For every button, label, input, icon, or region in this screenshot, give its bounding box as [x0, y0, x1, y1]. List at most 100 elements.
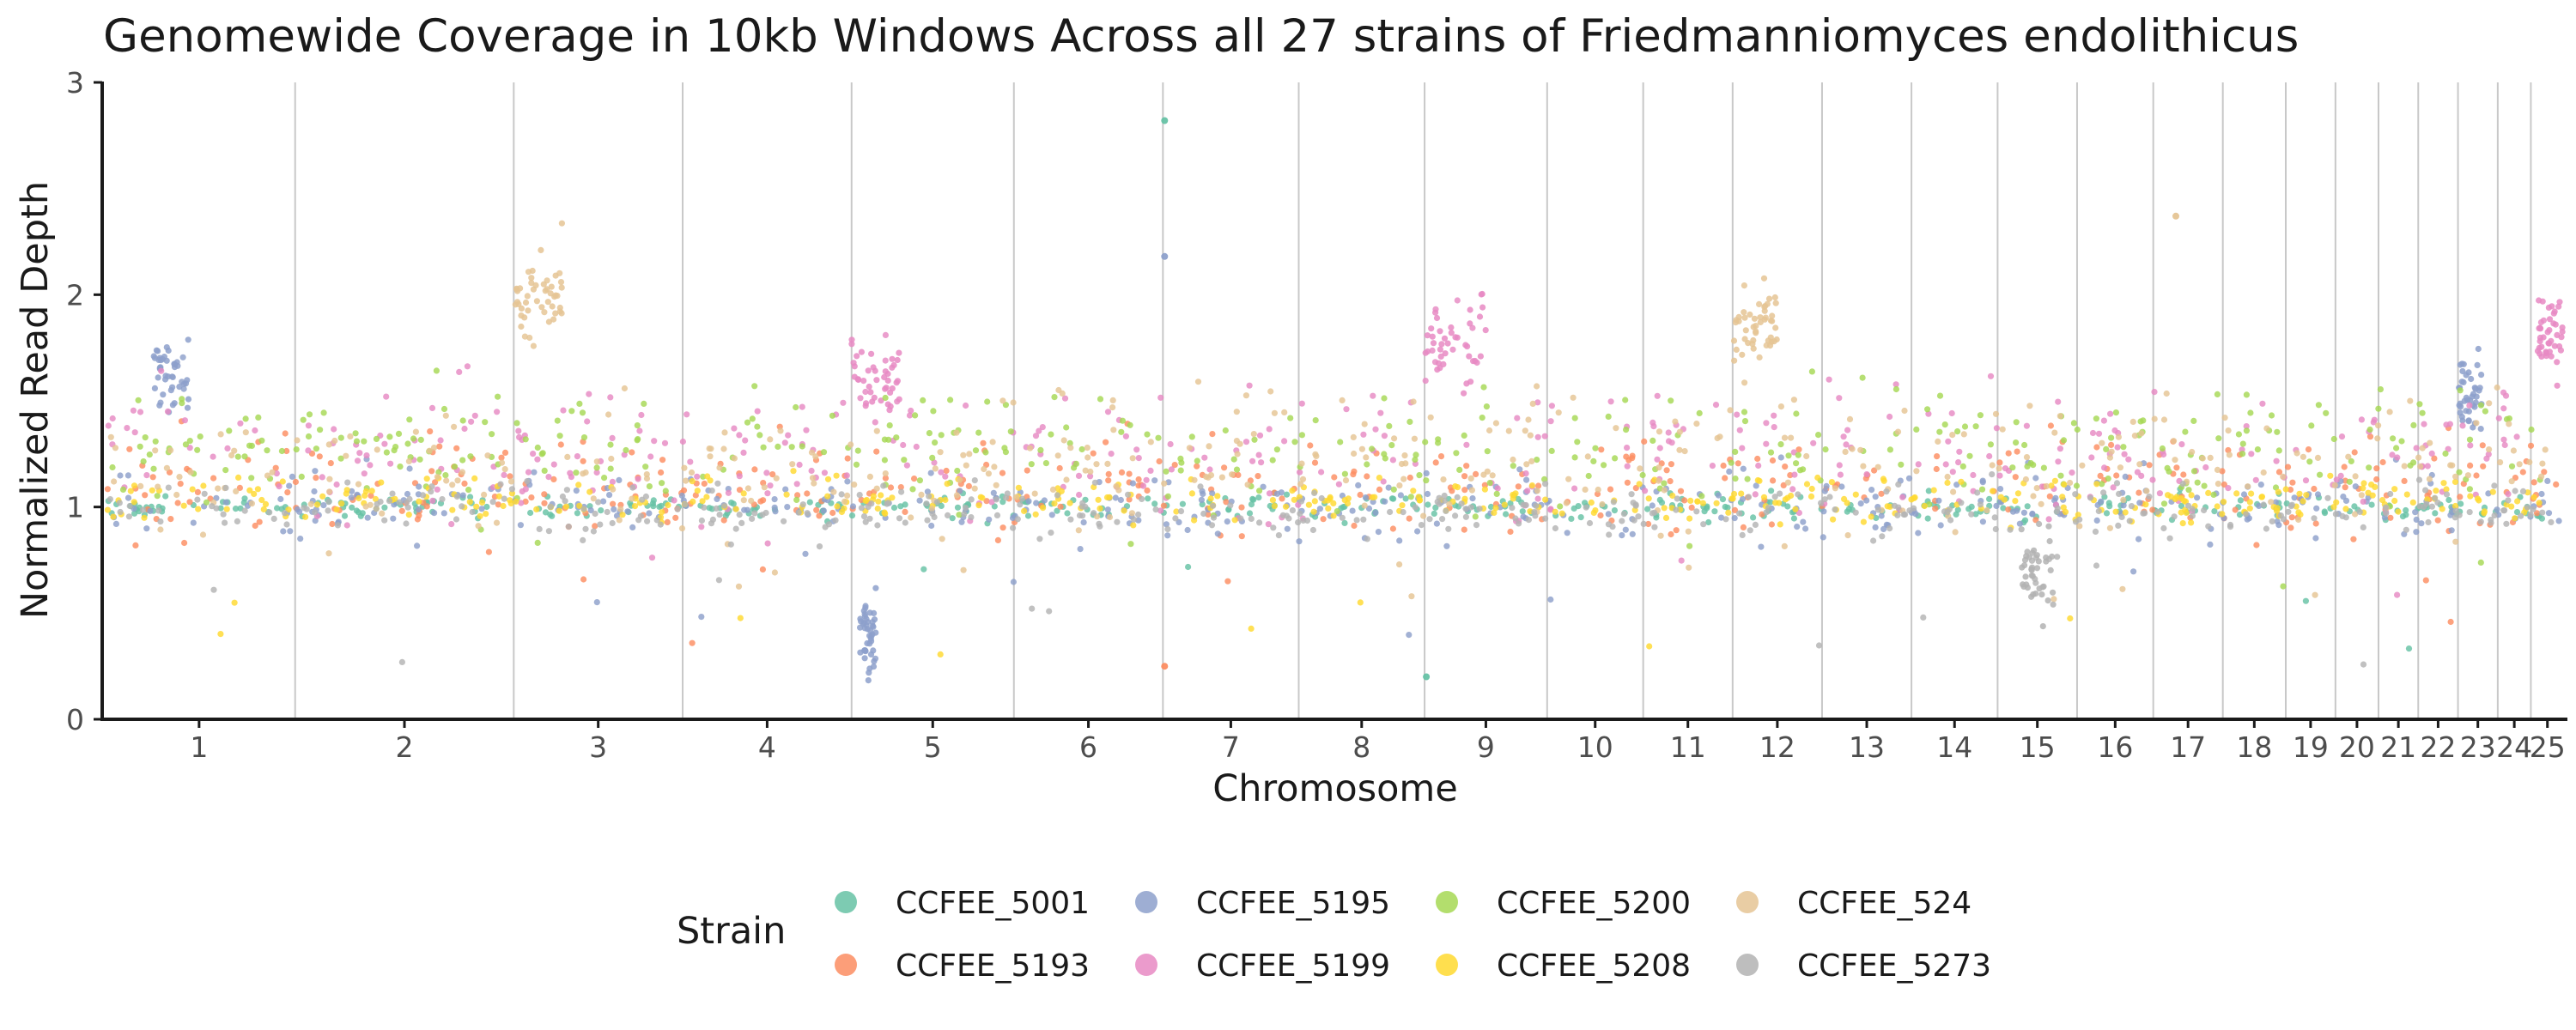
data-point	[2030, 462, 2037, 469]
data-point	[1398, 460, 1406, 468]
data-point	[886, 407, 893, 414]
data-point	[1360, 431, 1367, 438]
data-point	[865, 504, 872, 511]
data-point	[1105, 477, 1112, 484]
data-point	[143, 472, 150, 479]
data-point	[2449, 462, 2456, 469]
data-point	[1389, 525, 1396, 532]
data-point	[579, 409, 586, 416]
data-point	[1527, 432, 1534, 439]
data-point	[1815, 642, 1823, 649]
data-point	[1493, 490, 1500, 498]
data-point	[2033, 552, 2040, 559]
data-point	[1422, 378, 1429, 385]
data-point	[2403, 526, 2409, 533]
data-point	[573, 488, 580, 494]
data-point	[1122, 433, 1129, 439]
data-point	[2300, 498, 2306, 505]
data-point	[180, 380, 187, 387]
data-point	[1121, 507, 1127, 514]
data-point	[1051, 500, 1058, 507]
data-point	[390, 515, 397, 522]
data-point	[1270, 524, 1277, 531]
data-point	[804, 510, 811, 517]
data-point	[325, 550, 332, 557]
data-point	[359, 510, 366, 517]
data-point	[2401, 463, 2408, 470]
data-point	[1794, 524, 1801, 530]
data-point	[2258, 494, 2265, 500]
data-point	[2452, 507, 2459, 514]
data-point	[1342, 477, 1350, 484]
data-point	[2172, 457, 2178, 464]
data-point	[749, 515, 756, 523]
data-point	[2421, 421, 2427, 427]
data-point	[2101, 464, 2108, 471]
data-point	[449, 506, 456, 513]
data-point	[890, 504, 898, 512]
data-point	[1843, 441, 1850, 448]
data-point	[1492, 505, 1499, 512]
data-point	[1235, 471, 1242, 479]
data-point	[646, 483, 653, 490]
data-point	[1103, 439, 1109, 445]
data-point	[848, 336, 855, 343]
data-point	[564, 453, 571, 461]
data-point	[875, 498, 882, 505]
data-point	[2390, 435, 2397, 442]
data-point	[541, 500, 548, 506]
data-point	[1054, 507, 1060, 514]
data-point	[2100, 417, 2107, 424]
data-point	[889, 355, 896, 362]
data-point	[1629, 452, 1636, 459]
data-point	[538, 304, 545, 311]
data-point	[534, 539, 541, 547]
data-point	[762, 509, 769, 517]
series-CCFEE_5273	[106, 471, 2555, 668]
data-point	[518, 500, 525, 506]
data-point	[900, 441, 907, 449]
data-point	[223, 506, 230, 512]
data-point	[714, 480, 721, 487]
data-point	[2542, 446, 2549, 453]
data-point	[2088, 454, 2095, 461]
data-point	[545, 474, 552, 481]
data-point	[157, 526, 164, 533]
data-point	[971, 477, 978, 484]
data-point	[1777, 490, 1783, 497]
data-point	[2288, 501, 2295, 508]
data-point	[1781, 434, 1789, 441]
data-point	[179, 400, 185, 407]
data-point	[631, 503, 639, 510]
data-point	[1423, 477, 1430, 484]
data-point	[856, 492, 863, 499]
data-point	[2099, 439, 2105, 446]
data-point	[1489, 472, 1496, 479]
data-point	[222, 499, 229, 506]
data-point	[732, 525, 739, 532]
data-point	[662, 488, 669, 494]
data-point	[2394, 591, 2401, 598]
data-point	[209, 503, 216, 510]
data-point	[2360, 524, 2366, 531]
data-point	[2477, 559, 2484, 566]
data-point	[2333, 499, 2340, 506]
data-point	[1628, 491, 1635, 498]
data-point	[381, 440, 388, 447]
data-point	[1177, 467, 1184, 474]
data-point	[1133, 446, 1140, 453]
data-point	[2111, 427, 2118, 434]
data-point	[545, 318, 553, 325]
data-point	[160, 391, 167, 398]
x-tick-label: 18	[2236, 730, 2272, 764]
data-point	[2051, 429, 2058, 436]
data-point	[186, 437, 193, 445]
data-point	[866, 670, 872, 676]
data-point	[1291, 496, 1297, 503]
data-point	[1857, 500, 1864, 507]
data-point	[1461, 390, 1467, 397]
data-point	[860, 621, 866, 627]
data-point	[1325, 505, 1332, 512]
data-point	[2500, 436, 2507, 443]
data-point	[721, 502, 728, 509]
